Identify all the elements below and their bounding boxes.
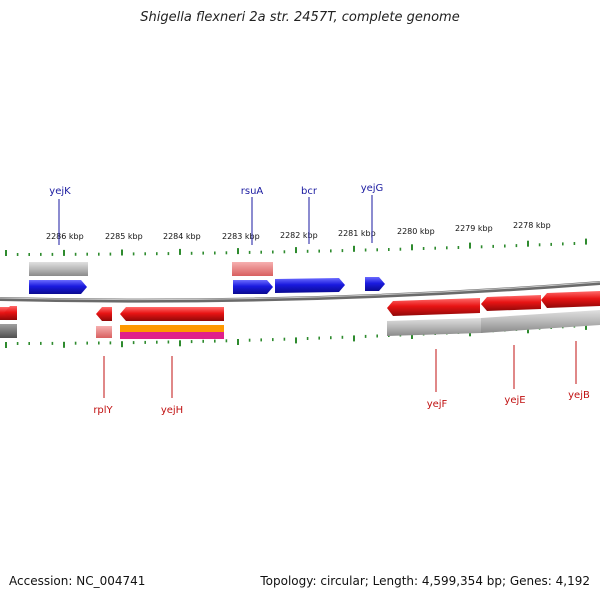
gene-label-yejF[interactable]: yejF	[427, 399, 448, 410]
forward-gene-leaders	[58, 195, 373, 245]
feature-box[interactable]	[387, 318, 481, 336]
accession-text: Accession: NC_004741	[9, 574, 146, 588]
genome-summary-text: Topology: circular; Length: 4,599,354 bp…	[260, 574, 590, 588]
scale-label: 2286 kbp	[46, 232, 84, 241]
gene-label-yejB[interactable]: yejB	[568, 390, 590, 401]
gene-label-bcr[interactable]: bcr	[301, 186, 318, 197]
feature-box[interactable]	[0, 324, 17, 338]
scale-label: 2284 kbp	[163, 232, 201, 241]
genome-backbone-highlight	[0, 281, 600, 301]
gene-label-yejE[interactable]: yejE	[504, 395, 525, 406]
gene-arrow-bcr[interactable]	[275, 278, 345, 293]
scale-label: 2283 kbp	[222, 232, 260, 241]
gene-arrow-yejB[interactable]	[541, 291, 600, 308]
gene-label-rsuA[interactable]: rsuA	[241, 186, 264, 197]
scale-label: 2285 kbp	[105, 232, 143, 241]
gene-label-yejG[interactable]: yejG	[361, 183, 384, 194]
scale-label: 2280 kbp	[397, 227, 435, 236]
gene-arrow-yejF[interactable]	[387, 298, 480, 316]
gene-label-yejH[interactable]: yejH	[161, 405, 183, 416]
feature-box[interactable]	[96, 326, 112, 338]
feature-band-orange[interactable]	[120, 325, 224, 332]
genome-title: Shigella flexneri 2a str. 2457T, complet…	[140, 10, 460, 25]
gene-arrow-yejH[interactable]	[120, 307, 224, 321]
gene-arrow-rsuA[interactable]	[233, 280, 273, 294]
feature-box[interactable]	[29, 262, 88, 276]
scale-label: 2281 kbp	[338, 229, 376, 238]
gene-arrow-yejG[interactable]	[365, 277, 385, 291]
scale-label: 2282 kbp	[280, 231, 318, 240]
gene-label-rplY[interactable]: rplY	[93, 405, 113, 416]
scale-label: 2279 kbp	[455, 224, 493, 233]
gene-arrow-left-edge-2[interactable]	[4, 306, 17, 320]
scale-labels: 2286 kbp 2285 kbp 2284 kbp 2283 kbp 2282…	[46, 221, 551, 241]
gene-arrow-rplY[interactable]	[96, 307, 112, 321]
feature-band-magenta[interactable]	[120, 332, 224, 339]
gene-arrow-yejK[interactable]	[29, 280, 87, 294]
gene-arrow-yejE[interactable]	[481, 295, 541, 311]
genome-backbone	[0, 281, 600, 303]
feature-box[interactable]	[481, 310, 600, 333]
scale-ticks-top	[5, 238, 587, 256]
gene-label-yejK[interactable]: yejK	[49, 186, 71, 197]
reverse-gene-leaders	[103, 341, 577, 398]
feature-box[interactable]	[232, 262, 273, 276]
scale-label: 2278 kbp	[513, 221, 551, 230]
